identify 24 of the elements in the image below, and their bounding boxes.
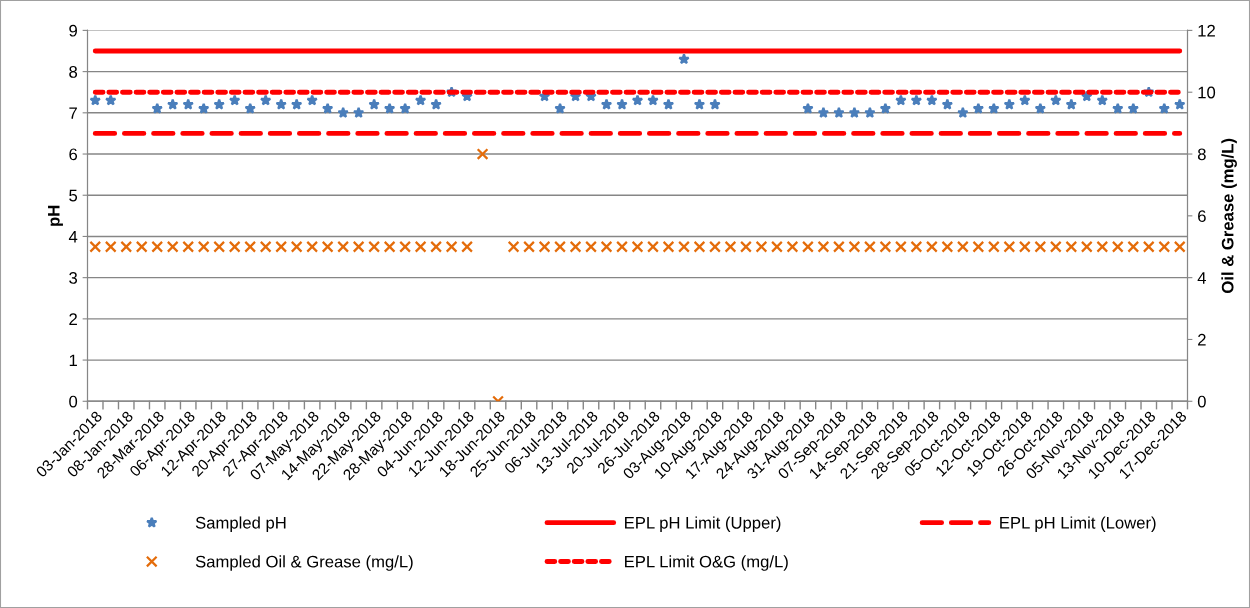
y-tick-label: 2 — [69, 313, 77, 325]
y2-tick-label: 8 — [1197, 148, 1206, 161]
y2-tick-label: 2 — [1198, 333, 1206, 346]
y-tick-label: 1 — [69, 354, 77, 367]
y-tick-label: 8 — [69, 66, 78, 78]
y2-axis-title: Oil & Grease (mg/L) — [1221, 138, 1237, 293]
y2-tick-label: 4 — [1197, 272, 1206, 284]
y-tick-label: 7 — [69, 107, 77, 119]
y-tick-label: 6 — [69, 148, 78, 161]
y2-tick-label: 0 — [1197, 395, 1206, 408]
y-axis-title: pH — [48, 205, 63, 226]
legend-label: Sampled pH — [195, 516, 286, 532]
legend-label: EPL Limit O&G (mg/L) — [625, 555, 788, 571]
y2-tick-label: 10 — [1198, 86, 1216, 99]
y2-tick-label: 12 — [1198, 24, 1215, 37]
y2-tick-label: 6 — [1198, 210, 1206, 223]
y-tick-label: 3 — [69, 272, 78, 284]
y-tick-label: 0 — [69, 395, 78, 408]
legend-label: EPL pH Limit (Lower) — [1000, 516, 1156, 532]
legend-label: EPL pH Limit (Upper) — [625, 516, 781, 532]
y-tick-label: 9 — [69, 24, 77, 37]
y-tick-label: 5 — [69, 189, 78, 202]
legend-label: Sampled Oil & Grease (mg/L) — [195, 555, 413, 571]
y-tick-label: 4 — [68, 231, 78, 243]
